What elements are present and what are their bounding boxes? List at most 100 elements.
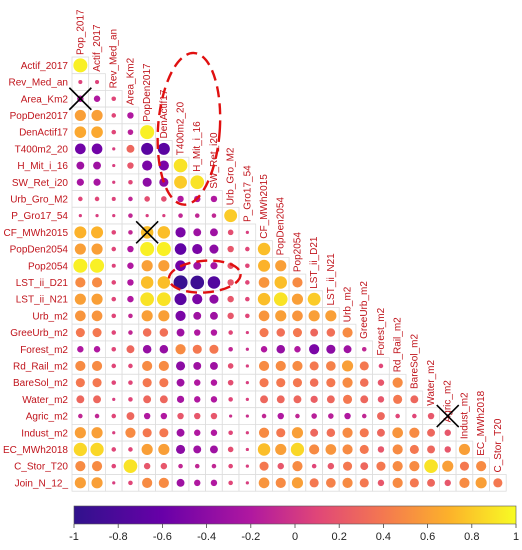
correlation-point	[173, 158, 188, 173]
correlation-point	[309, 361, 319, 371]
correlation-point	[245, 481, 249, 485]
correlation-point	[128, 447, 133, 452]
correlation-point	[111, 113, 117, 118]
colorbar-tick-label: 1	[513, 531, 519, 543]
correlation-point	[377, 412, 385, 420]
correlation-point	[175, 227, 186, 238]
correlation-point	[245, 296, 250, 302]
correlation-point	[308, 310, 320, 322]
correlation-point	[158, 260, 170, 272]
correlation-point	[194, 213, 200, 218]
correlation-point	[128, 213, 133, 218]
correlation-point	[74, 243, 86, 255]
diag-label: Water_m2	[426, 360, 437, 406]
colorbar-gradient	[73, 505, 517, 525]
correlation-point	[292, 310, 303, 322]
correlation-point	[228, 463, 233, 469]
correlation-point	[111, 447, 117, 452]
correlation-point	[227, 312, 234, 320]
correlation-point	[93, 161, 101, 170]
diag-label: Urb_Gro_M2	[226, 147, 237, 205]
correlation-point	[78, 214, 82, 218]
row-label: Rev_Med_an	[9, 78, 68, 89]
correlation-point	[377, 428, 385, 437]
diag-label: PopDen2054	[276, 197, 287, 256]
correlation-point	[126, 144, 135, 153]
correlation-point	[159, 395, 168, 404]
correlation-point	[111, 263, 116, 268]
correlation-point	[194, 396, 201, 403]
correlation-point	[258, 277, 270, 288]
correlation-point	[359, 478, 369, 488]
correlation-point	[192, 344, 202, 354]
correlation-point	[210, 262, 218, 270]
row-label: EC_MWh2018	[3, 445, 68, 456]
correlation-point	[76, 395, 85, 404]
row-label: Agric_m2	[26, 412, 69, 423]
correlation-point	[245, 313, 250, 319]
correlation-point	[93, 95, 101, 102]
correlation-point	[257, 242, 271, 256]
correlation-point	[275, 443, 287, 456]
correlation-point	[75, 143, 86, 155]
diag-label: Pop2054	[292, 232, 303, 272]
correlation-point	[128, 397, 133, 402]
row-label: H_Mit_i_16	[17, 161, 68, 172]
correlation-point	[75, 360, 86, 372]
correlation-point	[91, 226, 104, 239]
correlation-point	[210, 379, 218, 386]
correlation-point	[245, 347, 249, 351]
correlation-point	[228, 430, 233, 436]
correlation-point	[91, 360, 103, 372]
correlation-point	[176, 395, 185, 403]
correlation-point	[276, 428, 286, 438]
correlation-point	[493, 478, 503, 488]
correlation-point	[210, 412, 218, 420]
correlation-point	[193, 311, 202, 320]
diag-label: Indust_m2	[459, 392, 470, 439]
cross-mark	[436, 404, 460, 428]
correlation-point	[111, 96, 117, 102]
correlation-point	[444, 446, 451, 453]
correlation-point	[326, 395, 335, 404]
correlation-point	[175, 310, 186, 321]
correlation-point	[142, 378, 152, 388]
correlation-point	[93, 178, 101, 186]
correlation-point	[444, 429, 451, 436]
diag-label: PopDen2017	[142, 63, 153, 122]
correlation-point	[160, 462, 168, 470]
correlation-point	[326, 361, 336, 371]
correlation-point	[294, 346, 301, 353]
correlation-point	[174, 243, 187, 255]
correlation-point	[359, 428, 369, 438]
correlation-point	[360, 462, 369, 471]
correlation-point	[174, 175, 187, 189]
correlation-point	[458, 443, 471, 456]
diag-label: Rev_Med_an	[109, 29, 120, 88]
correlation-point	[123, 459, 138, 473]
annotation-ellipse-vertical	[156, 51, 222, 206]
correlation-point	[127, 162, 134, 169]
correlation-point	[75, 310, 86, 322]
correlation-point	[228, 330, 233, 335]
correlation-point	[194, 429, 201, 436]
diag-label: Pop_2017	[75, 9, 86, 55]
correlation-point	[309, 344, 320, 355]
correlation-point	[259, 328, 269, 338]
correlation-point	[245, 397, 249, 401]
diag-label: EC_MWh2018	[476, 390, 487, 455]
correlation-point	[74, 293, 86, 305]
correlation-point	[176, 428, 185, 437]
correlation-point	[209, 244, 219, 254]
correlation-point	[177, 412, 184, 420]
diag-label: BareSol_m2	[409, 334, 420, 389]
colorbar-tick-label: -1	[69, 531, 79, 543]
correlation-point	[393, 394, 403, 404]
diag-label: SW_Ret_i20	[209, 132, 220, 189]
correlation-point	[91, 461, 103, 472]
correlation-point	[343, 461, 353, 471]
colorbar-tick-label: 0.4	[376, 531, 391, 543]
correlation-point	[442, 460, 454, 472]
correlation-point	[326, 378, 336, 388]
correlation-point	[275, 360, 286, 372]
